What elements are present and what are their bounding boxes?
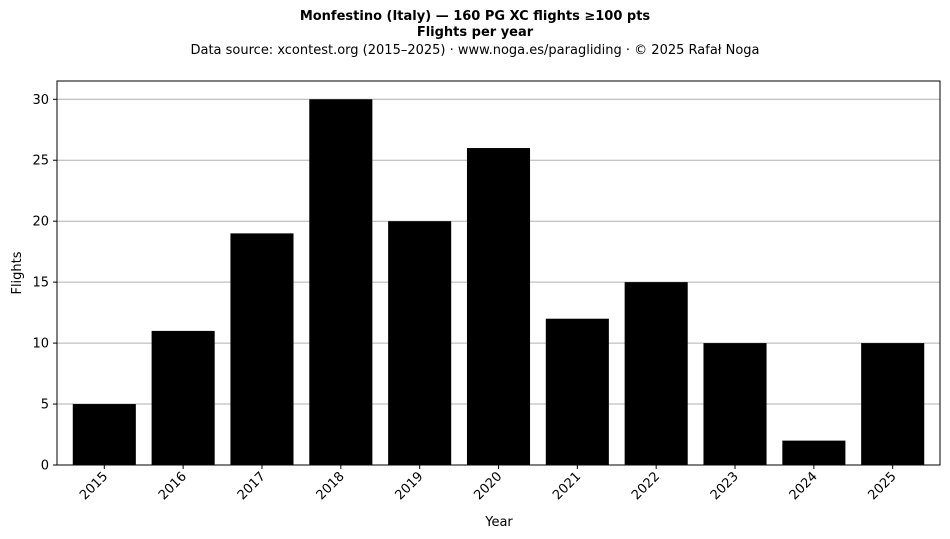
y-tick-label: 10 (32, 337, 49, 352)
bar-2017 (230, 233, 294, 465)
bar-2018 (309, 99, 373, 466)
y-axis-label: Flights (10, 251, 25, 294)
x-axis: 2015 2016 2017 2018 2019 2020 2021 2022 2023 2024… (77, 465, 900, 503)
x-tick-label: 2018 (314, 469, 348, 503)
x-tick-label: 2020 (471, 469, 505, 503)
x-tick-label: 2017 (235, 469, 269, 503)
y-tick-label: 0 (41, 459, 49, 474)
chart-subtitle: Flights per year (416, 25, 534, 40)
bars (72, 99, 925, 466)
x-tick-label: 2025 (866, 469, 900, 503)
y-tick-label: 15 (32, 276, 49, 291)
chart-header: Monfestino (Italy) — 160 PG XC flights ≥… (0, 9, 950, 59)
x-tick-label: 2021 (550, 469, 584, 503)
y-tick-label: 5 (41, 398, 49, 413)
bar-2021 (545, 318, 609, 465)
x-tick-label: 2023 (708, 469, 742, 503)
bar-2020 (466, 148, 531, 466)
bar-2024 (782, 440, 846, 465)
y-tick-label: 20 (32, 215, 49, 230)
y-axis: 0 5 10 15 20 25 30 (32, 93, 57, 474)
bar-2019 (388, 221, 452, 465)
x-tick-label: 2015 (77, 469, 111, 503)
chart-title: Monfestino (Italy) — 160 PG XC flights ≥… (299, 9, 651, 24)
chart-source: Data source: xcontest.org (2015–2025) · … (190, 43, 760, 58)
y-tick-label: 30 (32, 93, 49, 108)
x-tick-label: 2022 (629, 469, 663, 503)
x-tick-label: 2024 (787, 469, 821, 503)
bar-2015 (72, 404, 136, 465)
x-tick-label: 2019 (392, 469, 426, 503)
bar-2025 (861, 343, 925, 465)
x-tick-label: 2016 (156, 469, 190, 503)
x-axis-label: Year (484, 515, 513, 530)
bar-2023 (703, 343, 767, 465)
bar-2016 (151, 330, 215, 465)
bar-2022 (624, 282, 688, 465)
y-tick-label: 25 (32, 154, 49, 169)
